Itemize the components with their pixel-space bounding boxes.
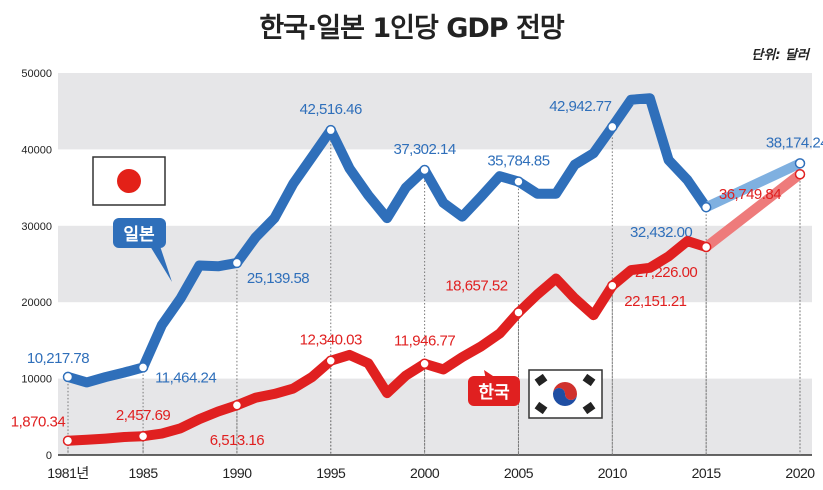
taegeuk-red-icon [553, 382, 577, 400]
data-label: 36,749.84 [719, 186, 781, 203]
data-point [700, 241, 712, 253]
series-line-japan [63, 93, 712, 388]
data-label: 35,784.85 [487, 153, 549, 170]
x-tick-label: 1990 [222, 465, 252, 481]
legend-badge-korea [468, 376, 520, 406]
data-point [700, 201, 712, 213]
data-label: 42,516.46 [300, 101, 362, 118]
data-point [607, 280, 618, 292]
data-label: 11,946.77 [394, 333, 455, 350]
x-tick-label: 1985 [128, 465, 158, 481]
data-point [607, 121, 618, 133]
y-tick-label: 0 [46, 450, 52, 462]
legend-badge-japan [113, 218, 166, 248]
taegeuk-blue-icon [553, 388, 577, 406]
data-label: 1,870.34 [11, 414, 66, 431]
trigram-icon [534, 401, 548, 415]
japan-flag-sun-icon [117, 169, 141, 193]
data-label: 12,340.03 [300, 332, 362, 349]
trigram-icon [582, 401, 596, 415]
data-label: 10,217.78 [27, 350, 89, 367]
y-tick-label: 40000 [21, 144, 52, 156]
data-point [419, 164, 430, 176]
legend-label-korea: 한국 [478, 383, 510, 403]
x-tick-label: 2020 [785, 465, 815, 481]
grid-band [58, 378, 812, 455]
callout-pointer [150, 246, 172, 282]
data-label: 42,942.77 [549, 98, 611, 115]
data-label: 11,464.24 [155, 369, 216, 386]
x-tick-label: 1981년 [47, 465, 89, 481]
trigram-icon [582, 373, 596, 387]
data-point [231, 257, 243, 269]
series-line-korea [63, 236, 712, 446]
data-label: 32,432.00 [630, 224, 692, 241]
data-label: 37,302.14 [393, 141, 455, 158]
data-point [325, 124, 337, 136]
data-label: 27,226.00 [635, 264, 697, 281]
data-label: 25,139.58 [247, 270, 309, 287]
x-tick-label: 2000 [410, 465, 440, 481]
data-label: 22,151.21 [624, 293, 686, 310]
forecast-line-korea [701, 169, 805, 252]
x-tick-label: 1995 [316, 465, 346, 481]
data-label: 2,457.69 [116, 407, 171, 424]
data-point [325, 355, 337, 366]
grid-band [58, 225, 812, 303]
data-label: 18,657.52 [445, 277, 507, 294]
data-point [62, 435, 74, 446]
x-tick-label: 2010 [598, 465, 628, 481]
data-point [419, 358, 430, 369]
data-point [794, 158, 806, 169]
x-tick-label: 2015 [692, 465, 722, 481]
y-tick-label: 10000 [21, 374, 52, 386]
chart-title: 한국·일본 1인당 GDP 전망 [259, 13, 564, 44]
data-label: 6,513.16 [210, 432, 265, 449]
grid-band [58, 73, 812, 150]
data-point [513, 176, 524, 187]
y-tick-label: 30000 [21, 221, 52, 233]
data-label: 38,174.24 [766, 134, 823, 151]
x-tick-label: 2005 [504, 465, 534, 481]
data-point [62, 371, 74, 383]
legend-label-japan: 일본 [123, 225, 155, 245]
unit-label: 단위: 달러 [751, 48, 809, 63]
trigram-icon [534, 373, 548, 387]
data-point [137, 430, 149, 442]
y-tick-label: 50000 [21, 68, 52, 80]
data-point [231, 399, 243, 411]
data-point [137, 362, 149, 373]
forecast-line-japan [701, 158, 805, 213]
y-tick-label: 20000 [21, 297, 52, 309]
data-point [794, 168, 806, 180]
data-point [513, 307, 524, 318]
